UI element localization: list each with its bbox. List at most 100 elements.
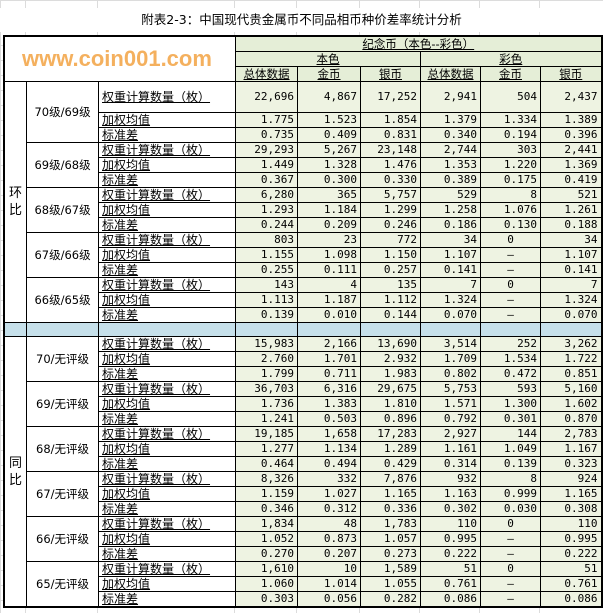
data-cell[interactable]: 0.141 xyxy=(420,262,482,278)
data-cell[interactable]: 0.030 xyxy=(480,501,542,517)
data-cell[interactable]: — xyxy=(480,546,542,562)
metric-label[interactable]: 权重计算数量（枚） xyxy=(98,277,237,293)
metric-label[interactable]: 权重计算数量（枚） xyxy=(98,336,237,352)
data-cell[interactable]: 0.282 xyxy=(360,591,422,608)
data-cell[interactable]: 0.175 xyxy=(480,172,542,188)
data-cell[interactable]: 1.163 xyxy=(420,486,482,502)
data-cell[interactable]: 0.802 xyxy=(420,366,482,382)
data-cell[interactable]: 529 xyxy=(420,187,482,203)
data-cell[interactable]: 0.222 xyxy=(420,546,482,562)
metric-label[interactable]: 标准差 xyxy=(98,591,237,608)
header-group-colored[interactable]: 彩色 xyxy=(420,51,603,67)
data-cell[interactable]: 0.464 xyxy=(235,456,299,472)
data-cell[interactable]: 0 xyxy=(480,277,542,293)
data-cell[interactable]: 1.449 xyxy=(235,157,299,173)
data-cell[interactable]: 3,262 xyxy=(540,336,603,352)
data-cell[interactable]: 0.831 xyxy=(360,127,422,143)
data-cell[interactable]: 0.086 xyxy=(420,591,482,608)
column-header[interactable]: 金币 xyxy=(297,66,362,82)
data-cell[interactable]: 0.995 xyxy=(540,531,603,547)
data-cell[interactable]: 0.389 xyxy=(420,172,482,188)
data-cell[interactable]: 1,783 xyxy=(360,516,422,532)
data-cell[interactable]: 0.503 xyxy=(297,411,362,427)
metric-label[interactable]: 加权均值 xyxy=(98,202,237,218)
data-cell[interactable]: 36,703 xyxy=(235,381,299,397)
metric-label[interactable]: 权重计算数量（枚） xyxy=(98,81,237,113)
data-cell[interactable]: 1.722 xyxy=(540,351,603,367)
data-cell[interactable]: 0.429 xyxy=(360,456,422,472)
data-cell[interactable]: 0.186 xyxy=(420,217,482,233)
data-cell[interactable]: 23,148 xyxy=(360,142,422,158)
data-cell[interactable]: 0.314 xyxy=(420,456,482,472)
data-cell[interactable]: 1.389 xyxy=(540,112,603,128)
data-cell[interactable]: 1.184 xyxy=(297,202,362,218)
data-cell[interactable]: 1.098 xyxy=(297,247,362,263)
data-cell[interactable]: 1.983 xyxy=(360,366,422,382)
data-cell[interactable]: 17,283 xyxy=(360,426,422,442)
data-cell[interactable]: 0.995 xyxy=(420,531,482,547)
data-cell[interactable]: 0 xyxy=(480,232,542,248)
column-header[interactable]: 银币 xyxy=(360,66,422,82)
data-cell[interactable]: 303 xyxy=(480,142,542,158)
metric-label[interactable]: 标准差 xyxy=(98,411,237,427)
data-cell[interactable]: 0.244 xyxy=(235,217,299,233)
data-cell[interactable]: 0.761 xyxy=(420,576,482,592)
data-cell[interactable]: 135 xyxy=(360,277,422,293)
data-cell[interactable]: 593 xyxy=(480,381,542,397)
data-cell[interactable]: 6,280 xyxy=(235,187,299,203)
data-cell[interactable]: 0.896 xyxy=(360,411,422,427)
metric-label[interactable]: 权重计算数量（枚） xyxy=(98,471,237,487)
data-cell[interactable]: 365 xyxy=(297,187,362,203)
data-cell[interactable]: 6,316 xyxy=(297,381,362,397)
data-cell[interactable]: 1.220 xyxy=(480,157,542,173)
data-cell[interactable]: 48 xyxy=(297,516,362,532)
data-cell[interactable]: 772 xyxy=(360,232,422,248)
data-cell[interactable]: 1.107 xyxy=(540,247,603,263)
data-cell[interactable]: — xyxy=(480,531,542,547)
data-cell[interactable]: — xyxy=(480,247,542,263)
data-cell[interactable]: 1.534 xyxy=(480,351,542,367)
data-cell[interactable]: 0.222 xyxy=(540,546,603,562)
data-cell[interactable]: 1.261 xyxy=(540,202,603,218)
metric-label[interactable]: 标准差 xyxy=(98,546,237,562)
data-cell[interactable]: 1,589 xyxy=(360,561,422,577)
data-cell[interactable]: 1.476 xyxy=(360,157,422,173)
data-cell[interactable]: 7 xyxy=(420,277,482,293)
data-cell[interactable]: 0.300 xyxy=(297,172,362,188)
metric-label[interactable]: 加权均值 xyxy=(98,351,237,367)
data-cell[interactable]: 1.150 xyxy=(360,247,422,263)
data-cell[interactable]: 0.873 xyxy=(297,531,362,547)
data-cell[interactable]: 803 xyxy=(235,232,299,248)
data-cell[interactable]: 17,252 xyxy=(360,81,422,113)
metric-label[interactable]: 标准差 xyxy=(98,501,237,517)
data-cell[interactable]: 0.246 xyxy=(360,217,422,233)
data-cell[interactable]: 13,690 xyxy=(360,336,422,352)
data-cell[interactable]: 1.165 xyxy=(540,486,603,502)
data-cell[interactable]: 1.602 xyxy=(540,396,603,412)
data-cell[interactable]: 1.014 xyxy=(297,576,362,592)
header-top[interactable]: 纪念币（本色--彩色） xyxy=(235,35,603,52)
data-cell[interactable]: 1.300 xyxy=(480,396,542,412)
data-cell[interactable]: 0.340 xyxy=(420,127,482,143)
data-cell[interactable]: 0.111 xyxy=(297,262,362,278)
data-cell[interactable]: 0.302 xyxy=(420,501,482,517)
data-cell[interactable]: 1.736 xyxy=(235,396,299,412)
data-cell[interactable]: — xyxy=(480,576,542,592)
data-cell[interactable]: 8,326 xyxy=(235,471,299,487)
data-cell[interactable]: 0.194 xyxy=(480,127,542,143)
data-cell[interactable]: 1.334 xyxy=(480,112,542,128)
data-cell[interactable]: 0.999 xyxy=(480,486,542,502)
data-cell[interactable]: 0.792 xyxy=(420,411,482,427)
data-cell[interactable]: 5,160 xyxy=(540,381,603,397)
data-cell[interactable]: 1.571 xyxy=(420,396,482,412)
data-cell[interactable]: 0.336 xyxy=(360,501,422,517)
data-cell[interactable]: 1.353 xyxy=(420,157,482,173)
data-cell[interactable]: 0.139 xyxy=(235,307,299,323)
data-cell[interactable]: 110 xyxy=(420,516,482,532)
data-cell[interactable]: — xyxy=(480,591,542,608)
data-cell[interactable]: 1.324 xyxy=(540,292,603,308)
data-cell[interactable]: 2.760 xyxy=(235,351,299,367)
data-cell[interactable]: — xyxy=(480,262,542,278)
data-cell[interactable]: 0.130 xyxy=(480,217,542,233)
data-cell[interactable]: 0.209 xyxy=(297,217,362,233)
